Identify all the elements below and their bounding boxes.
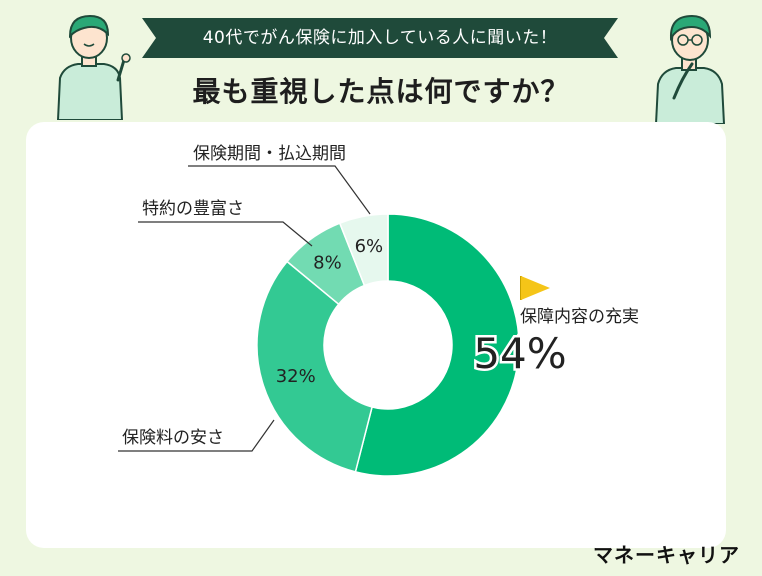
category-label-2: 保険料の安さ <box>122 428 224 448</box>
value-label-3: 8% <box>313 253 342 274</box>
banner-ribbon-shape <box>142 18 618 58</box>
brand-logo-text: マネーキャリア <box>593 543 740 567</box>
slice-4 <box>338 213 389 287</box>
category-label-1: 保障内容の充実 <box>520 307 639 327</box>
leader-line-4 <box>188 165 371 215</box>
value-label-4: 6% <box>355 236 384 257</box>
leader-line-2 <box>118 419 275 452</box>
category-label-3: 特約の豊富さ <box>142 199 244 219</box>
donut-slices <box>256 213 520 477</box>
flag-icon <box>520 276 550 300</box>
value-label-1: 54% <box>473 329 566 378</box>
thinking-person-illustration <box>654 14 726 124</box>
page-title: 最も重視した点は何ですか？ <box>192 75 570 108</box>
subtitle-banner: 40代でがん保険に加入している人に聞いた！ <box>142 18 618 58</box>
slice-1 <box>354 213 520 477</box>
leader-lines <box>118 165 371 452</box>
chart-card <box>26 122 726 548</box>
value-label-2: 32% <box>276 366 316 387</box>
subtitle-text: 40代でがん保険に加入している人に聞いた！ <box>202 28 558 48</box>
leader-line-3 <box>138 221 313 247</box>
slice-2 <box>256 260 373 473</box>
pointing-person-illustration <box>56 14 131 120</box>
category-label-4: 保険期間・払込期間 <box>193 144 346 164</box>
